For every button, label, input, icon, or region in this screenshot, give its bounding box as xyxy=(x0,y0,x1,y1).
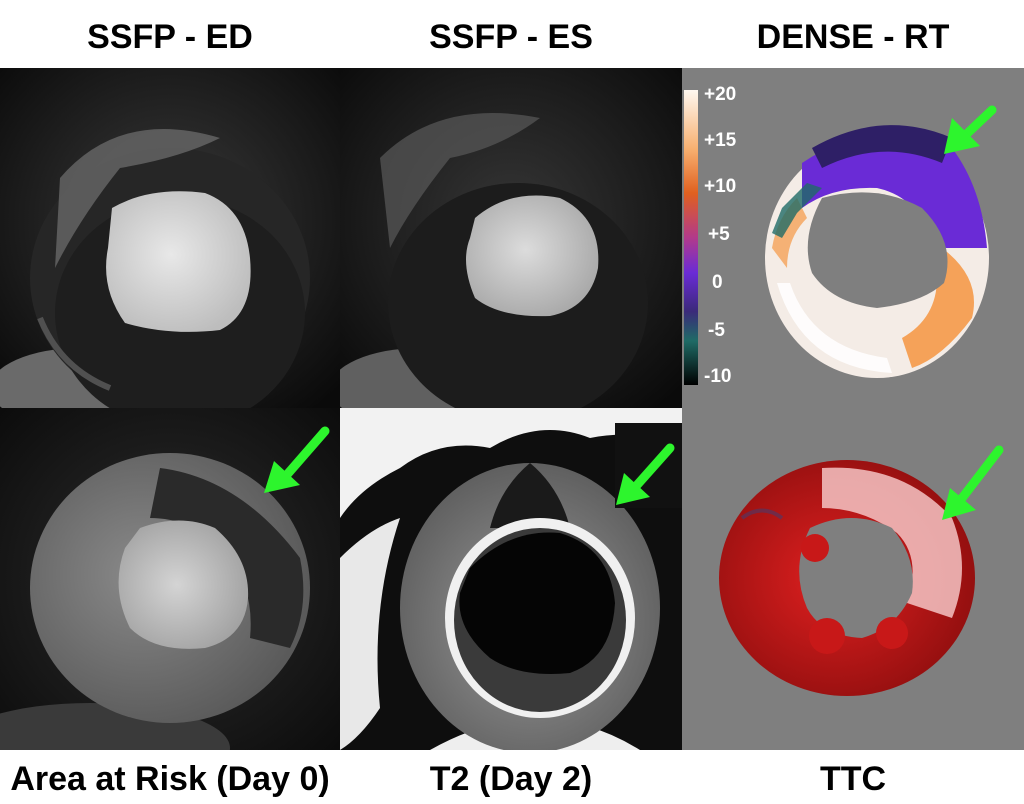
dense-rt-strain-map xyxy=(682,68,1024,408)
colorbar-label-20: +20 xyxy=(704,84,737,105)
arrow-icon xyxy=(942,445,1004,520)
header-ssfp-es: SSFP - ES xyxy=(429,18,593,56)
arrow-icon xyxy=(616,443,675,505)
footer-t2: T2 (Day 2) xyxy=(429,760,593,798)
header-ssfp-ed: SSFP - ED xyxy=(87,18,253,56)
colorbar-label-5: +5 xyxy=(708,224,730,245)
t2-image xyxy=(340,408,682,750)
footer-area-at-risk: Area at Risk (Day 0) xyxy=(10,760,330,798)
ttc-stain-image xyxy=(682,408,1024,750)
colorbar-label-10: +10 xyxy=(704,176,737,197)
colorbar xyxy=(684,90,698,385)
ssfp-ed-image xyxy=(0,68,340,408)
colorbar-label-minus10: -10 xyxy=(704,366,732,387)
arrow-icon xyxy=(264,426,330,493)
colorbar-label-minus5: -5 xyxy=(708,320,725,341)
colorbar-label-0: 0 xyxy=(712,272,723,293)
arrow-icon xyxy=(944,105,997,154)
colorbar-label-15: +15 xyxy=(704,130,737,151)
area-at-risk-image xyxy=(0,408,340,750)
footer-ttc: TTC xyxy=(819,760,887,798)
ssfp-es-image xyxy=(340,68,682,408)
header-dense-rt: DENSE - RT xyxy=(756,18,950,56)
